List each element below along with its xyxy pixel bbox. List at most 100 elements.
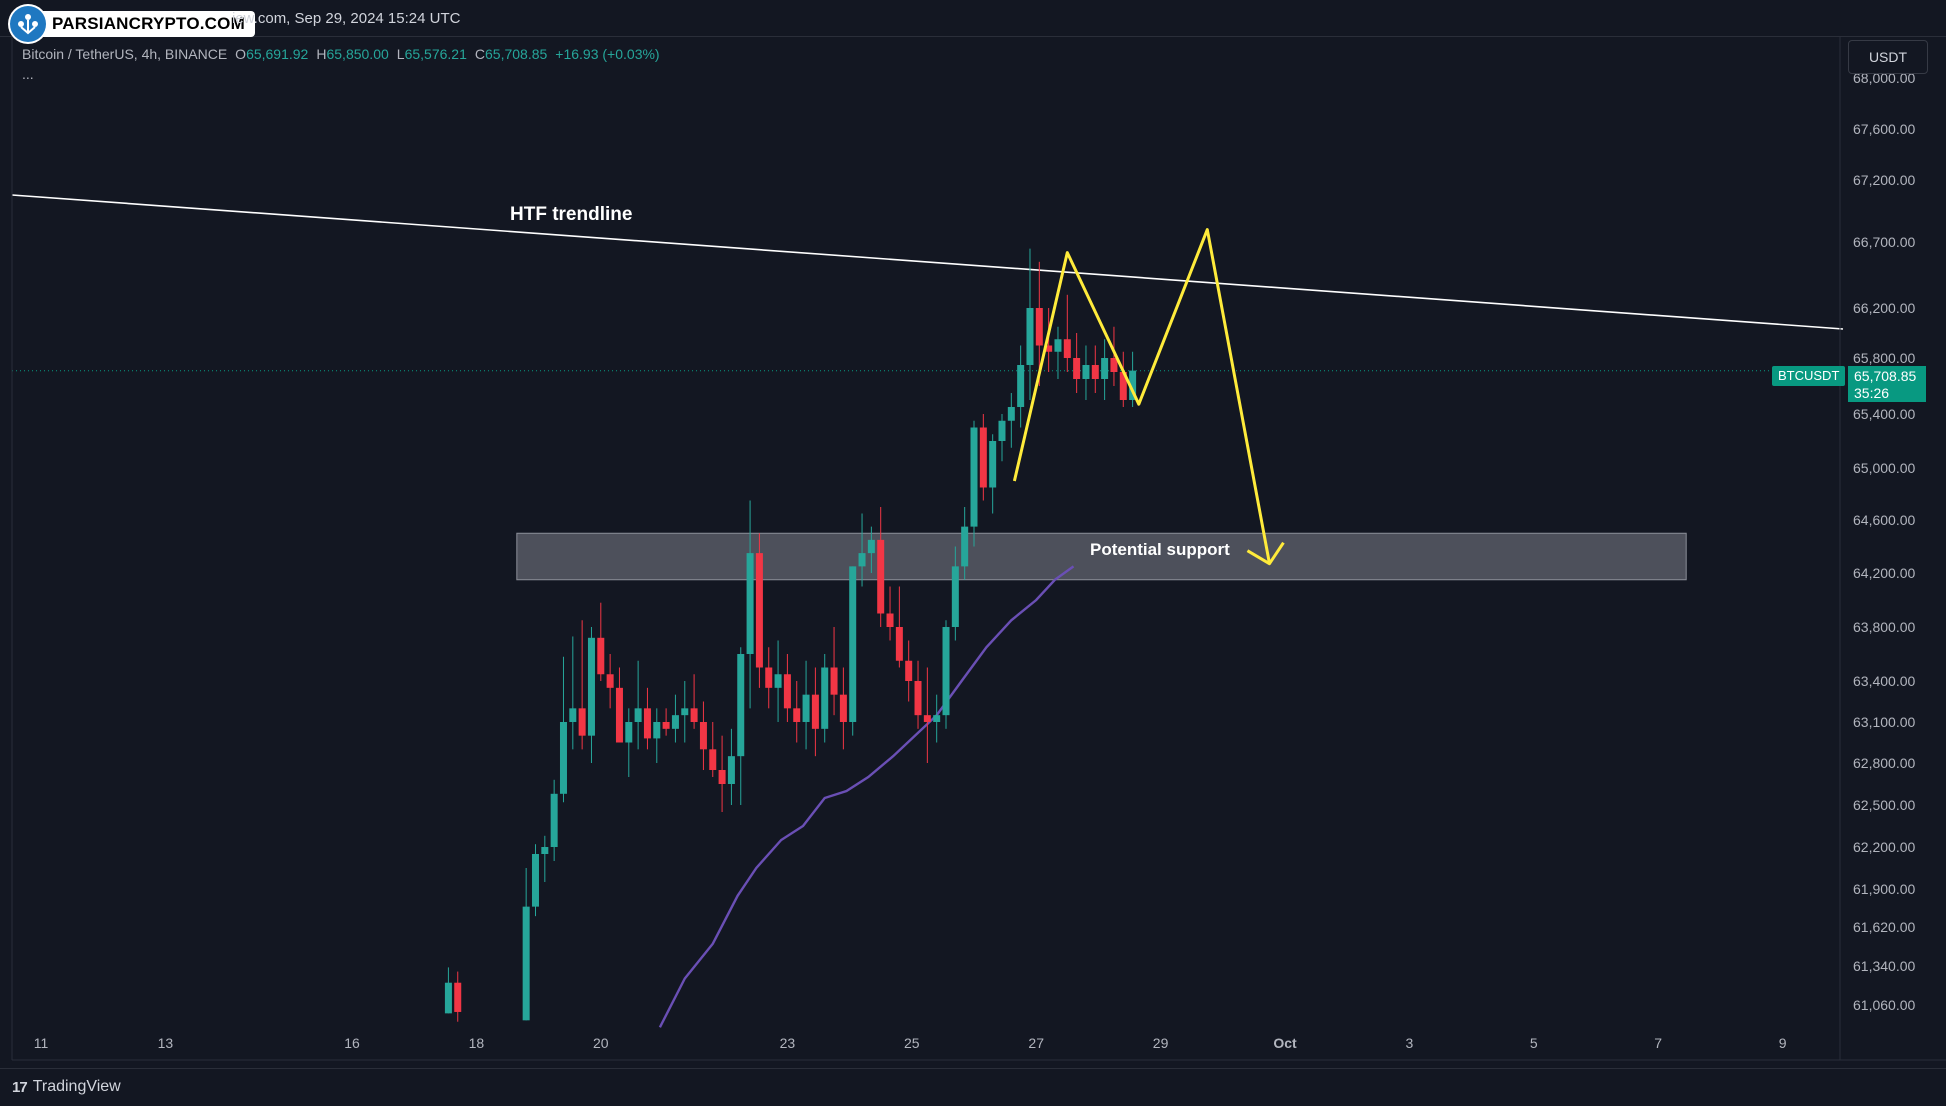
- price-tick-label: 65,400.00: [1853, 406, 1915, 422]
- candle-body: [550, 793, 558, 847]
- support-zone-rect: [516, 532, 1687, 581]
- candle-body: [746, 553, 754, 654]
- candle: [454, 971, 462, 1022]
- candle: [653, 708, 661, 763]
- candle-body: [1101, 358, 1109, 379]
- time-tick-label: 25: [904, 1035, 920, 1051]
- currency-button[interactable]: USDT: [1848, 40, 1928, 74]
- candle: [877, 507, 885, 627]
- candle-body: [914, 681, 922, 716]
- open-key: O: [235, 46, 247, 62]
- potential-support-label: Potential support: [1090, 540, 1230, 559]
- candle: [1035, 261, 1043, 386]
- price-tick-label: 63,800.00: [1853, 619, 1915, 635]
- time-tick-label: 16: [344, 1035, 360, 1051]
- candle: [444, 967, 452, 1014]
- more-indicators-button[interactable]: ...: [22, 66, 34, 82]
- last-price-value: 65,708.85: [1854, 368, 1917, 384]
- candle-body: [709, 749, 717, 770]
- candle: [1082, 345, 1090, 400]
- candle: [989, 434, 997, 514]
- candle-body: [895, 627, 903, 661]
- candle: [569, 636, 577, 750]
- candle-body: [755, 553, 763, 668]
- candle: [1007, 393, 1015, 448]
- candle-body: [454, 982, 462, 1012]
- price-tick-label: 62,500.00: [1853, 797, 1915, 813]
- moving-average-line: [658, 565, 1075, 1028]
- candle-body: [961, 526, 969, 567]
- candle-body: [444, 982, 452, 1014]
- footer: 17 TradingView: [0, 1068, 1946, 1106]
- trendline-layer: [11, 194, 1844, 372]
- candle-body: [662, 722, 670, 729]
- price-tick-label: 67,200.00: [1853, 172, 1915, 188]
- candle-body: [681, 708, 689, 716]
- candle: [774, 640, 782, 722]
- price-tick-label: 65,000.00: [1853, 460, 1915, 476]
- candle-body: [783, 674, 791, 709]
- candle-body: [690, 708, 698, 722]
- ohlc-low: L65,576.21: [397, 46, 467, 62]
- watermark: PARSIANCRYPTO.COM: [10, 6, 255, 42]
- tradingview-brand[interactable]: 17 TradingView: [12, 1078, 121, 1096]
- symbol-legend[interactable]: Bitcoin / TetherUS, 4h, BINANCE O65,691.…: [22, 46, 660, 62]
- candle-body: [1063, 339, 1071, 358]
- time-tick-label: 18: [469, 1035, 485, 1051]
- time-tick-label: 5: [1530, 1035, 1538, 1051]
- candle: [914, 660, 922, 729]
- candle-body: [923, 715, 931, 722]
- ohlc-open: O65,691.92: [235, 46, 308, 62]
- candle-body: [1054, 339, 1062, 352]
- candle: [559, 656, 567, 803]
- price-tick-label: 61,340.00: [1853, 958, 1915, 974]
- candle: [802, 660, 810, 750]
- candle-body: [867, 539, 875, 554]
- htf-trendline-label: HTF trendline: [510, 204, 633, 225]
- candle: [690, 674, 698, 729]
- candle-body: [541, 847, 549, 854]
- candle: [849, 566, 857, 736]
- candle-body: [830, 667, 838, 695]
- candle-body: [1073, 358, 1081, 379]
- candle-body: [1026, 308, 1034, 365]
- candle: [1073, 333, 1081, 393]
- candle: [1045, 308, 1053, 372]
- candle: [1119, 351, 1127, 407]
- candle: [746, 500, 754, 709]
- candle: [531, 844, 539, 917]
- candle-body: [811, 694, 819, 729]
- candle-body: [942, 627, 950, 716]
- candle-body: [951, 566, 959, 627]
- candle: [1110, 326, 1118, 386]
- candle-body: [625, 722, 633, 743]
- candle-body: [737, 654, 745, 757]
- price-tick-label: 61,900.00: [1853, 881, 1915, 897]
- candle-body: [877, 539, 885, 614]
- candle: [1026, 248, 1034, 400]
- candle: [606, 654, 614, 709]
- candle-body: [643, 708, 651, 739]
- candle-body: [1007, 407, 1015, 421]
- candle-body: [727, 756, 735, 784]
- price-tick-label: 65,800.00: [1853, 350, 1915, 366]
- candle-body: [587, 637, 595, 736]
- symbol-name[interactable]: Bitcoin / TetherUS, 4h, BINANCE: [22, 46, 228, 62]
- time-tick-label: 27: [1028, 1035, 1044, 1051]
- candle: [699, 701, 707, 770]
- candle-body: [1045, 345, 1053, 352]
- candle: [830, 627, 838, 716]
- moving-average-layer: [658, 565, 1075, 1028]
- candle-body: [1129, 370, 1137, 400]
- candle: [979, 414, 987, 501]
- price-tick-label: 66,200.00: [1853, 300, 1915, 316]
- candle-body: [765, 667, 773, 688]
- candle: [597, 602, 605, 681]
- candle: [550, 779, 558, 861]
- price-tick-label: 66,700.00: [1853, 234, 1915, 250]
- candle-body: [905, 660, 913, 681]
- candle-body: [793, 708, 801, 722]
- tradingview-logo-icon: 17: [12, 1078, 28, 1096]
- candle-body: [933, 715, 941, 722]
